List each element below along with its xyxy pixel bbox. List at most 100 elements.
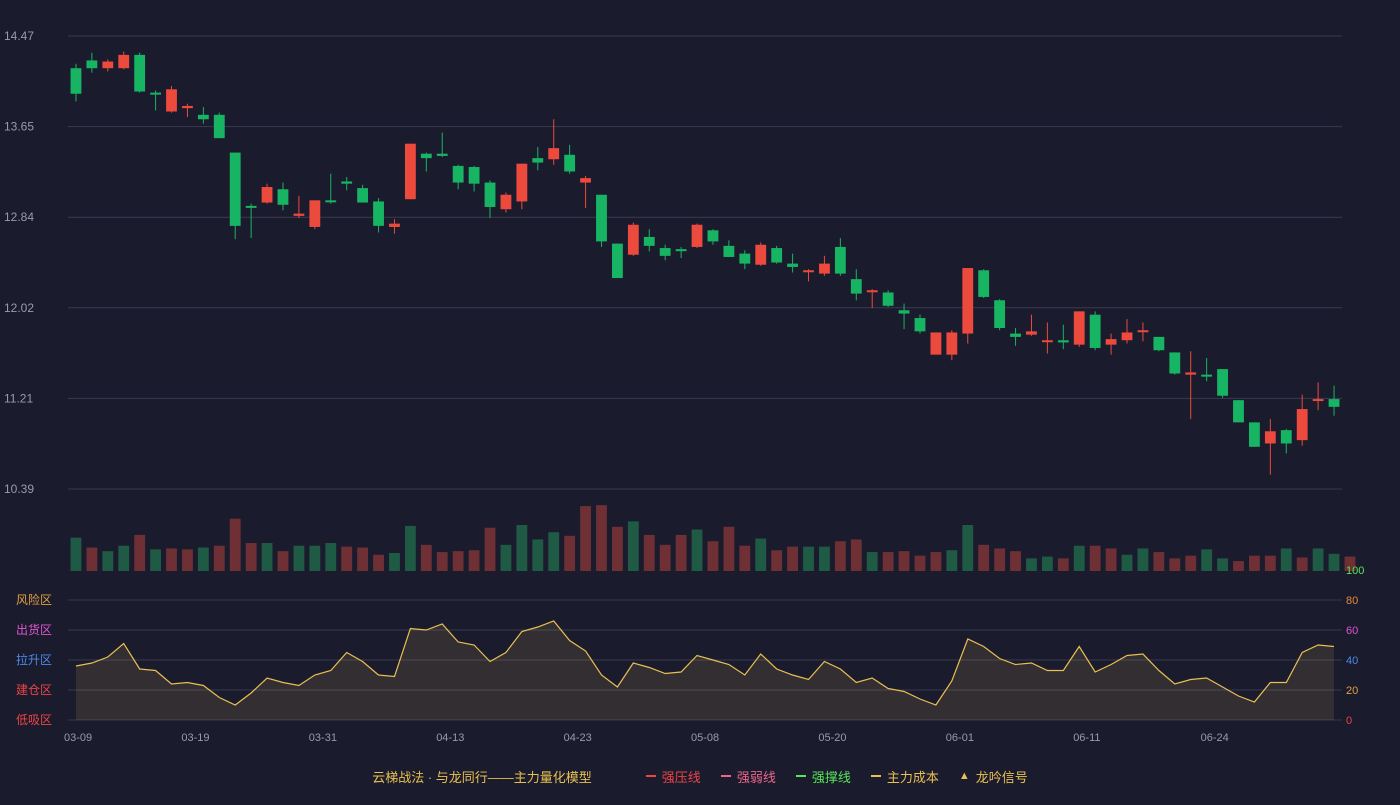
volume-bar — [229, 518, 241, 571]
candle-body — [898, 310, 910, 314]
candle-body — [564, 154, 576, 172]
volume-bar — [834, 541, 846, 571]
candle-body — [277, 189, 289, 205]
candle-body — [150, 92, 162, 95]
price-tick-label: 14.47 — [4, 29, 34, 43]
candle-body — [1280, 430, 1292, 444]
volume-bar — [1010, 551, 1021, 571]
candle-body — [819, 263, 830, 274]
candle-body — [596, 194, 607, 242]
volume-bar — [898, 551, 910, 571]
volume-bar — [1280, 548, 1292, 571]
candle-body — [532, 158, 544, 163]
legend-label-cost: 主力成本 — [886, 769, 939, 785]
candle-body — [1296, 409, 1308, 441]
candle-body — [1185, 372, 1197, 375]
volume-bar — [659, 544, 671, 571]
candle-body — [420, 153, 432, 159]
volume-bar — [1201, 549, 1213, 571]
volume-bar — [1217, 558, 1228, 571]
volume-bar — [596, 505, 607, 571]
volume-bar — [1185, 555, 1197, 571]
volume-bar — [213, 545, 225, 571]
volume-bar — [611, 526, 623, 571]
volume-bar — [373, 554, 384, 571]
legend-title: 云梯战法 · 与龙同行——主力量化模型 — [372, 769, 592, 785]
legend-item-pressure[interactable]: 强压线 — [645, 767, 701, 786]
candle-body — [1169, 352, 1181, 374]
x-tick-label: 05-08 — [691, 732, 719, 744]
volume-bar — [1328, 553, 1340, 571]
candle-body — [516, 163, 528, 202]
candle-body — [1105, 339, 1117, 345]
candle-body — [548, 148, 560, 160]
candle-body — [1153, 336, 1165, 351]
zone-label: 风险区 — [16, 592, 52, 607]
candle-body — [197, 114, 209, 120]
volume-bar — [643, 534, 655, 571]
candle-body — [755, 244, 767, 265]
candle-body — [580, 178, 591, 183]
volume-bar — [946, 550, 958, 571]
volume-bar — [357, 547, 369, 571]
x-tick-label: 06-11 — [1073, 732, 1100, 744]
volume-bar — [1089, 545, 1101, 571]
volume-bar — [787, 546, 799, 571]
candles — [70, 51, 1340, 475]
candle-body — [182, 105, 193, 109]
volume-bar — [548, 532, 560, 571]
candle-body — [1328, 399, 1340, 407]
candle-body — [261, 187, 273, 203]
candle-body — [357, 188, 369, 203]
candle-body — [882, 292, 894, 306]
candle-body — [866, 290, 878, 293]
candle-body — [850, 279, 862, 294]
legend-item-signal[interactable]: ▲ 龙吟信号 — [959, 767, 1028, 786]
price-tick-label: 12.84 — [4, 210, 34, 224]
indicator-tick-label: 100 — [1346, 565, 1364, 577]
indicator-tick-label: 20 — [1346, 685, 1358, 697]
volume-bar — [978, 544, 990, 571]
volume-bar — [1312, 548, 1324, 571]
candle-body — [70, 68, 82, 94]
x-tick-label: 05-20 — [818, 732, 846, 744]
legend-item-strength[interactable]: 强弱线 — [720, 767, 776, 786]
volume-bar — [516, 524, 528, 571]
volume-bar — [1169, 558, 1181, 571]
volume-bar — [1041, 556, 1053, 571]
candle-body — [102, 61, 114, 69]
legend-item-support[interactable]: 强撑线 — [795, 767, 851, 786]
volume-bar — [277, 551, 289, 571]
indicator-line — [75, 620, 1335, 706]
volume-bar — [150, 549, 162, 571]
candle-body — [1073, 311, 1085, 345]
volume-bar — [819, 546, 830, 571]
candle-body — [946, 332, 958, 355]
indicator-tick-label: 0 — [1346, 715, 1352, 727]
zone-label: 低吸区 — [16, 713, 52, 727]
candle-body — [484, 182, 496, 207]
x-tick-label: 03-09 — [64, 732, 92, 744]
x-tick-label: 03-31 — [309, 732, 337, 744]
volume-bar — [739, 545, 751, 571]
volume-bar — [484, 527, 496, 571]
volume-bar — [723, 526, 735, 571]
volume-bar — [707, 541, 719, 571]
legend-item-cost[interactable]: 主力成本 — [870, 767, 939, 786]
volume-bar — [70, 537, 82, 571]
candle-body — [118, 54, 130, 69]
indicator-tick-label: 40 — [1346, 655, 1358, 667]
zone-label: 建仓区 — [16, 683, 52, 697]
indicator-area — [76, 621, 1334, 720]
candle-body — [1217, 369, 1228, 396]
candle-body — [675, 249, 687, 252]
candle-body — [1233, 400, 1244, 423]
candle-body — [787, 263, 799, 267]
volume-bar — [404, 525, 416, 571]
volume-bar — [261, 543, 273, 571]
candle-body — [404, 143, 416, 200]
x-tick-label: 04-23 — [564, 732, 592, 744]
candle-body — [723, 245, 735, 257]
legend-swatch-strength — [720, 775, 731, 777]
